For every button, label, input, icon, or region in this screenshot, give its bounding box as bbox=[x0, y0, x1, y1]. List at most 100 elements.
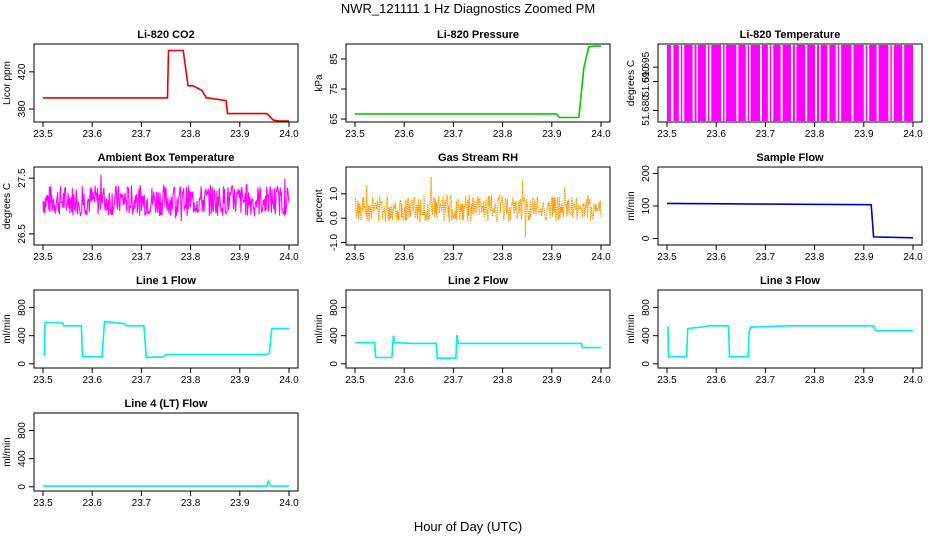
temperature-band bbox=[711, 45, 722, 121]
x-tick-label: 23.8 bbox=[181, 375, 201, 386]
x-tick-label: 23.6 bbox=[82, 498, 102, 509]
panel: Line 1 Flow ml/min 23.5 23.6 23.7 23.8 23.9 24.… bbox=[2, 275, 299, 386]
panel-title: Li-820 Pressure bbox=[437, 29, 519, 41]
x-tick-label: 23.8 bbox=[493, 375, 513, 386]
x-tick-label: 23.5 bbox=[345, 252, 365, 263]
temperature-band bbox=[747, 45, 750, 121]
y-tick-label: 800 bbox=[17, 422, 28, 439]
y-tick-label: 75 bbox=[329, 83, 340, 95]
series-group bbox=[355, 45, 601, 119]
x-tick-label: 23.5 bbox=[345, 129, 365, 140]
y-tick-label: 400 bbox=[17, 450, 28, 467]
temperature-band bbox=[904, 45, 913, 121]
x-tick-label: 23.7 bbox=[756, 375, 776, 386]
panel-title: Sample Flow bbox=[756, 152, 824, 164]
y-tick-label: -1.0 bbox=[329, 234, 340, 252]
x-tick-label: 23.6 bbox=[706, 129, 726, 140]
y-tick-label: 800 bbox=[641, 299, 652, 316]
x-axis-label: Hour of Day (UTC) bbox=[414, 519, 522, 534]
y-axis-label: degrees C bbox=[2, 183, 13, 229]
temperature-band bbox=[893, 45, 903, 121]
series-group bbox=[43, 478, 289, 487]
x-tick-label: 23.9 bbox=[230, 498, 250, 509]
x-tick-label: 23.9 bbox=[854, 129, 874, 140]
x-tick-label: 23.7 bbox=[756, 129, 776, 140]
y-axis-label: ml/min bbox=[626, 191, 637, 220]
figure-title: NWR_121111 1 Hz Diagnostics Zoomed PM bbox=[341, 1, 595, 16]
y-tick-label: 1.0 bbox=[329, 186, 340, 200]
x-tick-label: 23.8 bbox=[181, 498, 201, 509]
x-tick-label: 23.5 bbox=[33, 252, 53, 263]
panel-title: Li-820 CO2 bbox=[137, 29, 194, 41]
y-tick-label: 400 bbox=[17, 327, 28, 344]
y-tick-label: 26.5 bbox=[17, 224, 28, 244]
temperature-band bbox=[680, 45, 683, 121]
temperature-band bbox=[769, 45, 772, 121]
y-axis-label: ml/min bbox=[2, 437, 13, 466]
x-tick-label: 23.9 bbox=[542, 129, 562, 140]
series-line bbox=[354, 176, 602, 237]
plot-frame bbox=[657, 289, 923, 369]
y-axis: 65 75 85 bbox=[329, 53, 346, 125]
temperature-band bbox=[853, 45, 864, 121]
temperature-band bbox=[723, 45, 725, 121]
y-tick-label: 400 bbox=[641, 327, 652, 344]
y-axis: -1.0 0.0 1.0 bbox=[329, 186, 346, 251]
x-tick-label: 23.8 bbox=[493, 129, 513, 140]
y-axis: 0 400 800 bbox=[17, 422, 34, 490]
x-tick-label: 23.7 bbox=[444, 252, 464, 263]
plot-frame bbox=[657, 166, 923, 246]
x-tick-label: 23.9 bbox=[230, 252, 250, 263]
x-axis: 23.5 23.6 23.7 23.8 23.9 24.0 bbox=[345, 368, 611, 386]
x-tick-label: 24.0 bbox=[903, 129, 923, 140]
temperature-band bbox=[707, 45, 710, 121]
panel: Line 3 Flow ml/min 23.5 23.6 23.7 23.8 23.9 24.… bbox=[626, 275, 923, 386]
plot-frame bbox=[33, 289, 299, 369]
y-tick-label: 51.680 bbox=[641, 95, 652, 126]
x-tick-label: 23.8 bbox=[181, 129, 201, 140]
x-axis: 23.5 23.6 23.7 23.8 23.9 24.0 bbox=[657, 368, 923, 386]
x-tick-label: 23.9 bbox=[542, 375, 562, 386]
y-tick-label: 200 bbox=[641, 165, 652, 182]
series-line bbox=[42, 174, 290, 222]
panel: Gas Stream RH percent 23.5 23.6 23.7 23.8 23.9… bbox=[314, 152, 611, 263]
series-line bbox=[43, 49, 289, 122]
series-line bbox=[355, 45, 601, 119]
temperature-band bbox=[890, 45, 892, 121]
plot-frame bbox=[345, 43, 611, 123]
x-tick-label: 23.5 bbox=[657, 252, 677, 263]
temperature-band bbox=[837, 45, 840, 121]
series-line bbox=[666, 202, 914, 239]
temperature-band bbox=[820, 45, 828, 121]
y-axis: 0 400 800 bbox=[329, 299, 346, 367]
x-tick-label: 24.0 bbox=[903, 252, 923, 263]
panel-title: Line 3 Flow bbox=[760, 275, 820, 287]
x-tick-label: 23.8 bbox=[493, 252, 513, 263]
series-group bbox=[42, 174, 290, 222]
temperature-band bbox=[869, 45, 877, 121]
x-tick-label: 23.7 bbox=[756, 252, 776, 263]
x-axis: 23.5 23.6 23.7 23.8 23.9 24.0 bbox=[345, 245, 611, 263]
temperature-band bbox=[807, 45, 816, 121]
y-axis: 0 400 800 bbox=[17, 299, 34, 367]
temperature-band bbox=[878, 45, 889, 121]
y-tick-label: 400 bbox=[329, 327, 340, 344]
y-tick-label: 0 bbox=[17, 361, 28, 367]
temperature-band bbox=[684, 45, 693, 121]
y-tick-label: 51.690 bbox=[641, 66, 652, 97]
y-tick-label: 800 bbox=[17, 299, 28, 316]
x-tick-label: 23.9 bbox=[854, 375, 874, 386]
x-axis: 23.5 23.6 23.7 23.8 23.9 24.0 bbox=[33, 491, 299, 509]
x-tick-label: 24.0 bbox=[591, 375, 611, 386]
y-tick-label: 85 bbox=[329, 53, 340, 65]
series-group bbox=[354, 176, 602, 237]
x-axis: 23.5 23.6 23.7 23.8 23.9 24.0 bbox=[33, 245, 299, 263]
temperature-band bbox=[773, 45, 781, 121]
plot-frame bbox=[33, 166, 299, 246]
x-tick-label: 23.5 bbox=[33, 498, 53, 509]
y-tick-label: 0 bbox=[641, 235, 652, 241]
y-tick-label: 380 bbox=[17, 100, 28, 117]
x-tick-label: 23.6 bbox=[706, 252, 726, 263]
